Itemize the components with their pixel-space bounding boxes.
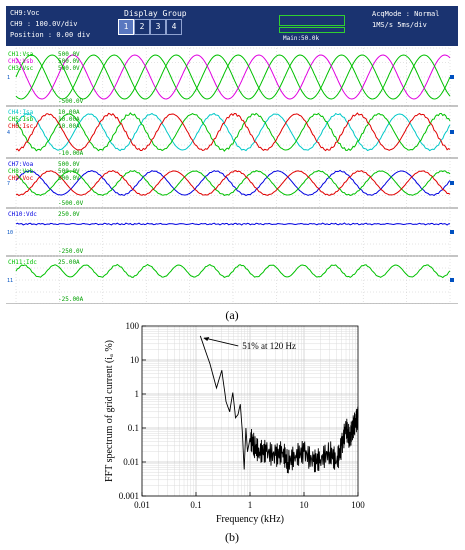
waveform-panel4-trace1 [15, 222, 451, 226]
annotation-arrow-line [204, 337, 239, 347]
oscilloscope-capture: CH9:Voc CH9 : 100.0V/div Position : 0.00… [6, 6, 458, 304]
x-tick-label: 100 [351, 500, 365, 510]
caption-b: (b) [225, 530, 239, 544]
scale-bottom: -25.00A [58, 296, 84, 303]
scale-bottom: -10.00A [58, 150, 84, 157]
channel-label: CH3:Vsc [8, 65, 34, 72]
channel-marker: 11 [7, 278, 13, 284]
channel-label: CH6:Isc [8, 123, 34, 130]
x-axis-label: Frequency (kHz) [216, 514, 284, 525]
right-level-marker [450, 130, 454, 134]
annotation-text: 51% at 120 Hz [242, 341, 296, 351]
scale-repeat: 500.0V [58, 58, 80, 65]
y-tick-label: 0.1 [128, 423, 139, 433]
waveform-panel3-trace3 [15, 170, 451, 197]
scale-bottom: -250.0V [58, 248, 84, 255]
channel-label: CH10:Vdc [8, 211, 37, 218]
display-group-button-2[interactable]: 2 [134, 19, 150, 35]
caption-a: (a) [225, 308, 239, 322]
scale-top: 25.00A [58, 259, 80, 266]
waveform-panel1-trace1 [15, 54, 451, 100]
channel-label: CH9:Voc [8, 175, 34, 182]
channel-label: CH5:Isb [8, 116, 34, 123]
display-group-button-3[interactable]: 3 [150, 19, 166, 35]
y-tick-label: 0.01 [123, 457, 139, 467]
right-level-marker [450, 75, 454, 79]
scale-repeat: 10.00A [58, 123, 80, 130]
x-tick-label: 0.01 [134, 500, 150, 510]
scale-repeat: 500.0V [58, 168, 80, 175]
display-group-button-4[interactable]: 4 [166, 19, 182, 35]
channel-label: CH4:Isa [8, 109, 34, 116]
sample-rate: 1MS/s 5ms/div [372, 21, 427, 29]
waveform-panel3-trace1 [15, 169, 451, 197]
y-axis-label: FFT spectrum of grid current (iₐ %) [104, 340, 115, 482]
x-tick-label: 10 [300, 500, 310, 510]
channel-marker: 4 [7, 130, 10, 136]
scale-repeat: 500.0V [58, 65, 80, 72]
fft-series-line [199, 335, 359, 474]
y-tick-label: 0.001 [119, 491, 139, 501]
y-tick-label: 100 [126, 322, 140, 331]
waveform-panel2-trace3 [15, 112, 451, 152]
scale-top: 500.0V [58, 161, 80, 168]
waveform-panel1-trace2 [15, 54, 451, 100]
scale-repeat: 10.00A [58, 116, 80, 123]
channel-marker: 7 [7, 181, 10, 187]
scale-bottom: -500.0V [58, 98, 84, 105]
acq-mode: AcqMode : Normal [372, 10, 440, 18]
scale-repeat: 500.0V [58, 175, 80, 182]
y-tick-label: 10 [130, 355, 140, 365]
waveform-panel5-trace1 [15, 263, 451, 279]
right-level-marker [450, 181, 454, 185]
fft-spectrum-chart: 0.01 0.1 1 10 1000.0010.010.1110100Frequency… [104, 322, 365, 525]
right-level-marker [450, 230, 454, 234]
scale-top: 500.0V [58, 51, 80, 58]
channel-marker: 10 [7, 230, 13, 236]
display-group-label: Display Group [124, 9, 187, 18]
channel-label: CH1:Vsa [8, 51, 34, 58]
channel-label: CH2:Vsb [8, 58, 34, 65]
waveform-panel3-trace2 [15, 169, 451, 196]
scale-bottom: -500.0V [58, 200, 84, 207]
annotation-arrowhead [203, 336, 210, 341]
scope-header: CH9:Voc CH9 : 100.0V/div Position : 0.00… [6, 6, 458, 46]
channel-label: CH8:Vob [8, 168, 34, 175]
channel-title: CH9:Voc [10, 9, 40, 17]
scale-top: 10.00A [58, 109, 80, 116]
waveform-panel1-trace3 [15, 54, 451, 100]
y-tick-label: 1 [135, 389, 140, 399]
channel-label: CH7:Voa [8, 161, 34, 168]
waveform-panel2-trace1 [15, 112, 451, 152]
record-position-bar [279, 15, 345, 26]
scale-top: 250.0V [58, 211, 80, 218]
channel-label: CH11:Idc [8, 259, 37, 266]
zoom-position-bar [279, 27, 345, 33]
position-readout: Position : 0.00 div [10, 31, 91, 39]
display-group-button-1[interactable]: 1 [118, 19, 134, 35]
waveform-panel2-trace2 [15, 112, 451, 152]
right-level-marker [450, 278, 454, 282]
channel-marker: 1 [7, 75, 10, 81]
main-label: Main:50.0k [283, 35, 320, 42]
x-tick-label: 1 [248, 500, 253, 510]
scope-waveform-area: CH1:VsaCH2:VsbCH3:Vsc500.0V500.0V500.0V-… [6, 46, 458, 304]
x-tick-label: 0.1 [190, 500, 201, 510]
scale-readout: CH9 : 100.0V/div [10, 20, 78, 28]
